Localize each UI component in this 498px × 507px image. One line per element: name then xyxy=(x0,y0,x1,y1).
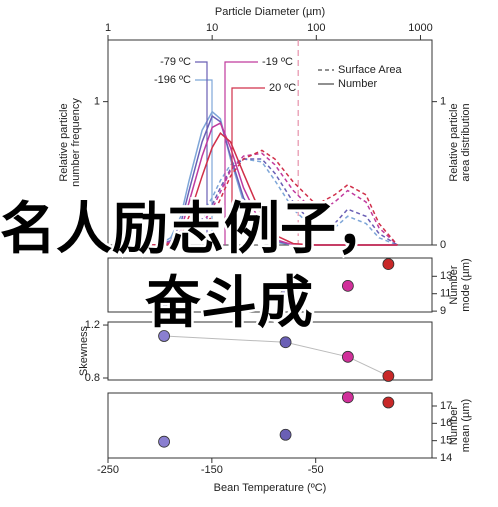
y2-tick-label: 0 xyxy=(440,239,446,251)
y-tick-label: 1.2 xyxy=(85,319,100,331)
data-point xyxy=(158,435,170,448)
x-tick-label: 10 xyxy=(206,22,218,34)
x-tick-label: -250 xyxy=(97,464,119,476)
legend-label: Number xyxy=(338,78,377,90)
y-tick-label: 1 xyxy=(94,96,100,108)
y2-axis-label: Number xyxy=(448,406,460,445)
x-tick-label: -50 xyxy=(308,464,324,476)
panel-frame xyxy=(107,392,433,459)
data-point xyxy=(382,370,395,382)
y-axis-label: Relative particle xyxy=(58,103,70,181)
y2-axis-label: area distribution xyxy=(460,103,472,181)
data-point xyxy=(279,336,292,349)
overlay-text: 名人励志例子， xyxy=(0,197,392,262)
y2-axis-label: mean (µm) xyxy=(460,399,472,452)
y-tick-label: 0.8 xyxy=(85,372,100,384)
y2-tick-label: 16 xyxy=(440,417,452,429)
series-leader xyxy=(231,87,265,245)
y-axis-label: Skewness xyxy=(78,325,90,376)
surface-area-curve xyxy=(139,149,398,246)
series-label: -79 ºC xyxy=(160,56,191,68)
series-leader xyxy=(195,79,213,245)
data-point xyxy=(279,428,292,441)
series-leader xyxy=(224,61,258,245)
y2-tick-label: 15 xyxy=(440,435,452,447)
panel-frame xyxy=(107,39,433,246)
y2-axis-label: Number xyxy=(448,265,460,304)
x-axis-label: Particle Diameter (µm) xyxy=(215,6,325,18)
y2-tick-label: 11 xyxy=(440,288,451,300)
y-axis-label: number frequency xyxy=(70,98,82,187)
y2-tick-label: 14 xyxy=(440,452,452,464)
data-point xyxy=(382,396,395,409)
x-tick-label: 1000 xyxy=(408,22,432,34)
y-tick-label: 0 xyxy=(94,239,100,251)
y2-axis-label: Relative particle xyxy=(448,103,460,181)
number-curve xyxy=(139,132,398,246)
y2-tick-label: 13 xyxy=(440,270,452,282)
panel-frame xyxy=(107,321,433,381)
series-leader xyxy=(195,61,208,245)
data-point xyxy=(341,391,354,404)
data-point xyxy=(382,258,395,270)
x-tick-label: 100 xyxy=(307,22,325,34)
overlay-text: 奋斗成 xyxy=(145,271,313,336)
y2-tick-label: 9 xyxy=(440,305,446,317)
series-label: -196 ºC xyxy=(154,74,191,86)
data-point xyxy=(341,279,354,292)
legend-label: Surface Area xyxy=(338,64,402,76)
x-tick-label: 1 xyxy=(105,22,111,34)
data-point xyxy=(158,330,170,342)
x-axis-label: Bean Temperature (ºC) xyxy=(214,482,327,494)
y2-tick-label: 1 xyxy=(440,96,446,108)
fit-line xyxy=(164,335,389,377)
y2-tick-label: 17 xyxy=(440,400,452,412)
surface-area-curve xyxy=(139,152,398,246)
series-label: -19 ºC xyxy=(262,56,293,68)
x-tick-label: -150 xyxy=(201,464,223,476)
panel-frame xyxy=(107,257,433,313)
data-point xyxy=(341,350,354,363)
data-point xyxy=(279,289,292,302)
data-point xyxy=(158,294,170,307)
y2-axis-label: mode (µm) xyxy=(460,258,472,311)
series-label: 20 ºC xyxy=(269,82,296,94)
